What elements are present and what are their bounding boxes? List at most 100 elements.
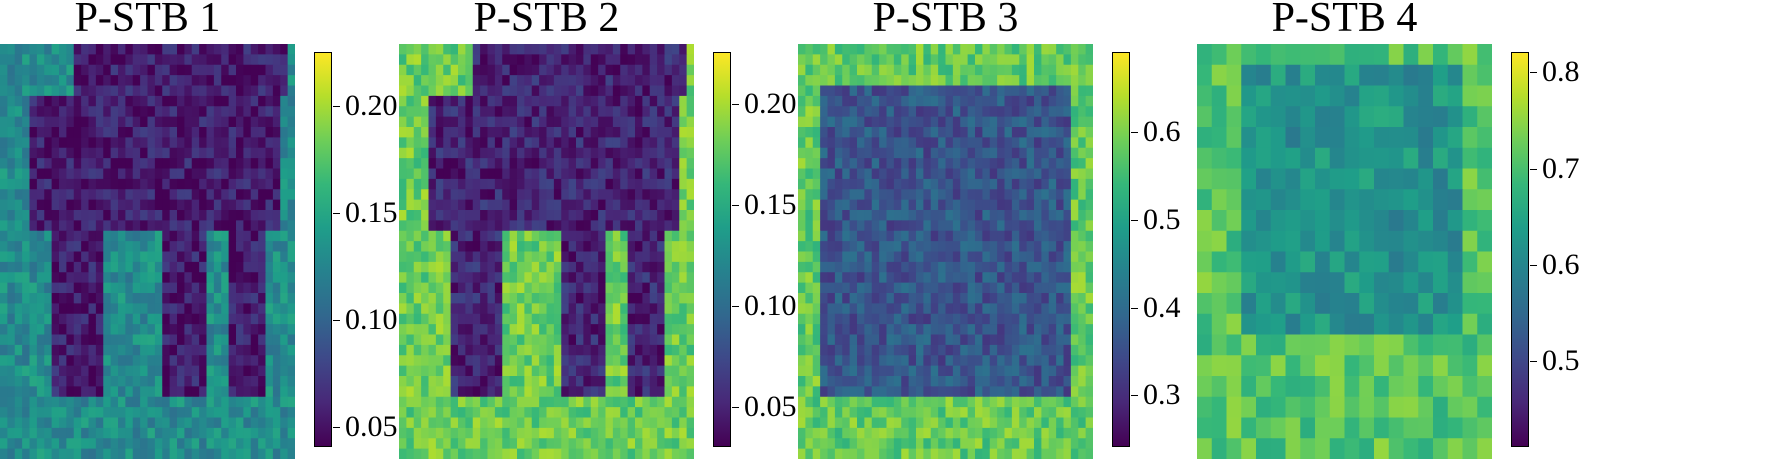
heatmap-cell <box>1270 64 1287 87</box>
heatmap-cell <box>44 147 53 159</box>
heatmap-cell <box>893 355 902 367</box>
heatmap-cell <box>243 282 252 294</box>
heatmap-cell <box>103 282 112 294</box>
heatmap-cell <box>221 210 230 221</box>
heatmap-cell <box>1026 95 1035 107</box>
heatmap-cell <box>59 365 67 377</box>
heatmap-cell <box>1004 386 1013 398</box>
heatmap-cell <box>44 95 53 107</box>
heatmap-cell <box>857 85 865 97</box>
heatmap-cell <box>450 324 459 336</box>
heatmap-cell <box>952 282 961 294</box>
heatmap-cell <box>561 438 570 450</box>
heatmap-cell <box>132 251 141 263</box>
heatmap-cell <box>598 116 607 128</box>
heatmap-cell <box>561 407 570 419</box>
heatmap-cell <box>590 303 599 315</box>
heatmap-cell <box>59 127 67 138</box>
heatmap-cell <box>243 137 252 149</box>
heatmap-cell <box>118 85 126 97</box>
heatmap-cell <box>1285 44 1301 66</box>
heatmap-cell <box>258 427 267 439</box>
heatmap-cell <box>29 189 38 201</box>
heatmap-cell <box>221 272 230 284</box>
heatmap-cell <box>250 427 259 439</box>
heatmap-cell <box>399 178 407 190</box>
heatmap-cell <box>945 106 954 118</box>
heatmap-cell <box>864 282 873 294</box>
heatmap-cell <box>103 137 112 149</box>
heatmap-cell <box>960 64 969 76</box>
heatmap-cell <box>546 158 555 170</box>
heatmap-cell <box>1070 282 1079 294</box>
heatmap-cell <box>14 75 23 87</box>
heatmap-cell <box>154 282 163 294</box>
heatmap-cell <box>997 282 1006 294</box>
heatmap-cell <box>487 438 496 450</box>
heatmap-cell <box>967 417 976 429</box>
heatmap-cell <box>51 127 60 138</box>
heatmap-cell <box>184 344 193 356</box>
heatmap-cell <box>598 344 607 356</box>
heatmap-cell <box>568 147 577 159</box>
heatmap-cell <box>465 355 474 367</box>
heatmap-cell <box>213 376 222 387</box>
heatmap-cell <box>871 95 880 107</box>
heatmap-cell <box>679 355 688 367</box>
heatmap-cell <box>664 334 673 346</box>
heatmap-cell <box>1026 54 1035 66</box>
heatmap-cell <box>901 168 910 180</box>
heatmap-cell <box>671 448 680 459</box>
heatmap-cell <box>88 427 97 439</box>
heatmap-cell <box>908 158 917 170</box>
heatmap-cell <box>265 344 274 356</box>
heatmap-cell <box>162 313 171 325</box>
heatmap-cell <box>1026 272 1035 284</box>
heatmap-cell <box>29 365 38 377</box>
heatmap-cell <box>960 54 969 66</box>
heatmap-cell <box>51 407 60 419</box>
heatmap-cell <box>1197 106 1213 128</box>
heatmap-cell <box>59 241 67 253</box>
heatmap-cell <box>125 272 134 284</box>
heatmap-cell <box>605 282 614 294</box>
heatmap-cell <box>458 376 466 387</box>
heatmap-cell <box>258 417 267 429</box>
heatmap-cell <box>494 334 503 346</box>
heatmap-cell <box>620 220 629 232</box>
heatmap-cell <box>287 85 295 97</box>
heatmap-cell <box>805 313 814 325</box>
heatmap-cell <box>1329 64 1346 87</box>
heatmap-cell <box>517 293 525 304</box>
heatmap-cell <box>51 189 60 201</box>
heatmap-cell <box>1004 127 1013 138</box>
heatmap-cell <box>1034 417 1042 429</box>
heatmap-cell <box>213 324 222 336</box>
heatmap-cell <box>1344 127 1360 149</box>
heatmap-cell <box>191 75 200 87</box>
heatmap-cell <box>871 241 880 253</box>
heatmap-cell <box>524 417 533 429</box>
heatmap-cell <box>59 116 67 128</box>
heatmap-cell <box>539 220 548 232</box>
heatmap-cell <box>982 168 991 180</box>
heatmap-cell <box>110 427 119 439</box>
heatmap-cell <box>923 147 932 159</box>
heatmap-cell <box>118 293 126 304</box>
heatmap-cell <box>612 261 621 273</box>
heatmap-cell <box>221 137 230 149</box>
heatmap-cell <box>110 261 119 273</box>
heatmap-cell <box>1019 95 1028 107</box>
heatmap-cell <box>494 261 503 273</box>
heatmap-cell <box>29 282 38 294</box>
heatmap-cell <box>221 355 230 367</box>
heatmap-cell <box>923 334 932 346</box>
heatmap-cell <box>561 396 570 408</box>
heatmap-cell <box>671 251 680 263</box>
heatmap-cell <box>583 95 592 107</box>
heatmap-cell <box>509 116 518 128</box>
heatmap-cell <box>686 178 694 190</box>
heatmap-cell <box>967 220 976 232</box>
heatmap-cell <box>88 241 97 253</box>
heatmap-cell <box>450 344 459 356</box>
